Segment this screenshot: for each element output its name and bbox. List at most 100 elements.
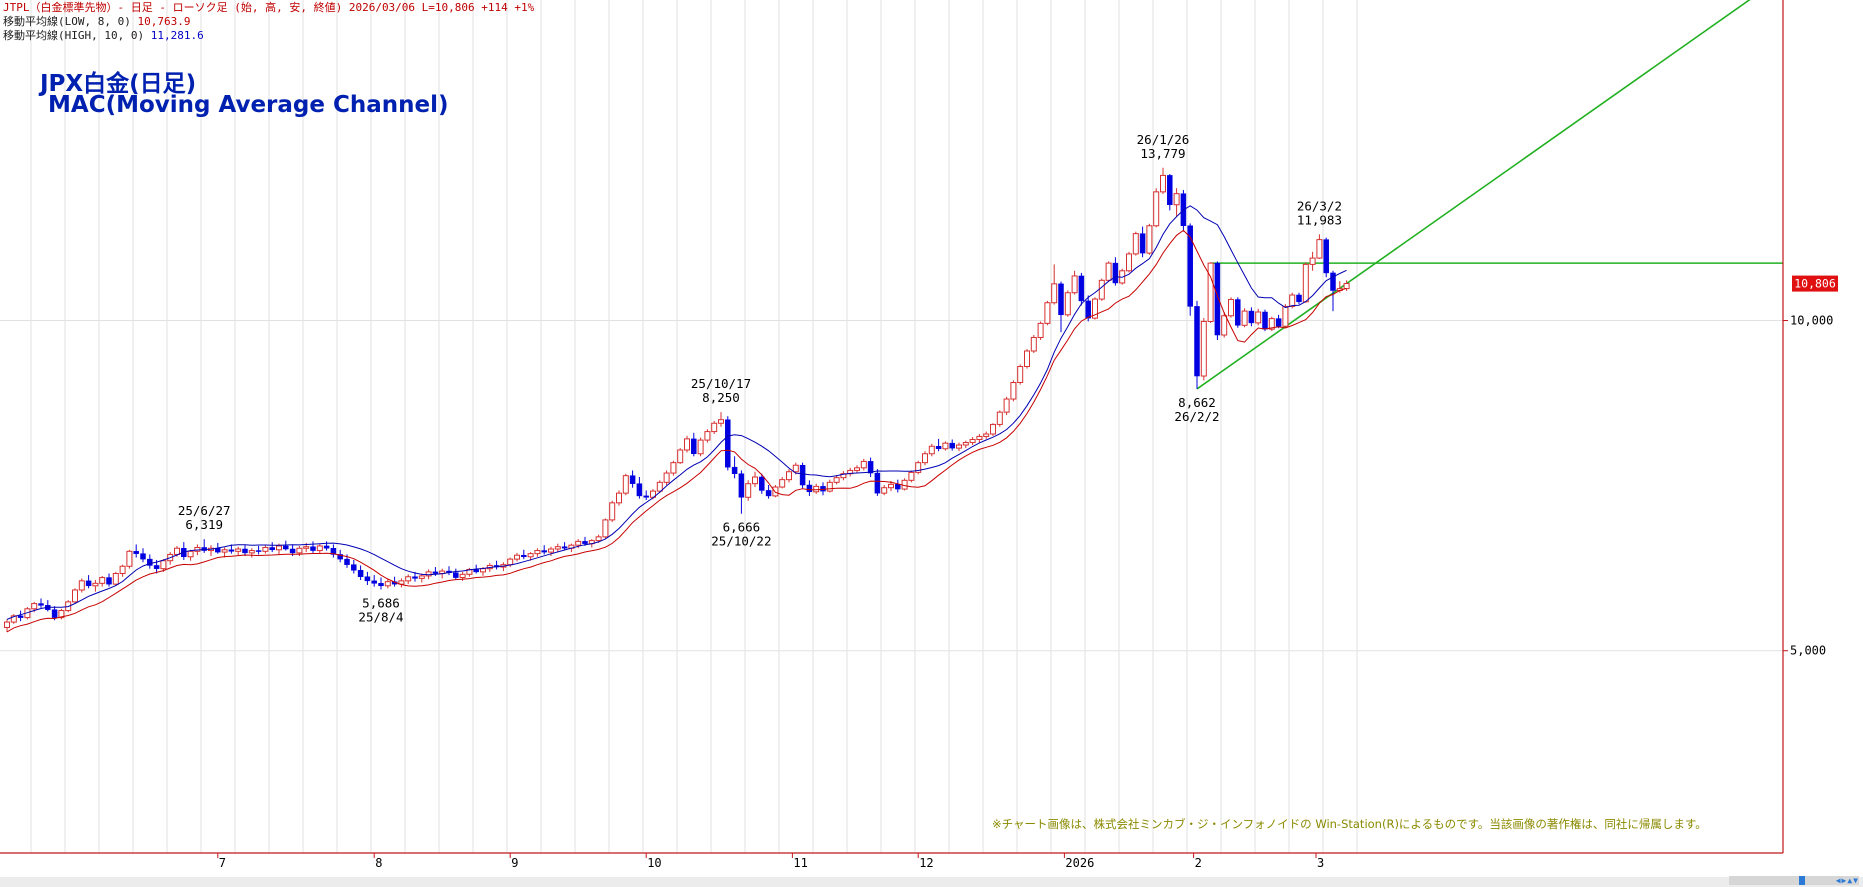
candle-bull — [1289, 294, 1296, 307]
candle-bear — [521, 554, 527, 558]
candle-bear — [323, 545, 330, 549]
candle-bull — [833, 477, 840, 483]
ma-low-value: 10,763.9 — [137, 15, 191, 28]
candle-bear — [935, 446, 942, 449]
candle-bear — [242, 548, 248, 554]
price-annotation: 11,983 — [1297, 212, 1342, 227]
candle-bull — [915, 462, 922, 473]
candle-bear — [289, 548, 296, 554]
candle-bull — [58, 610, 65, 619]
candle-bear — [215, 547, 221, 553]
scroll-buttons-icon[interactable]: ◀▶▲▼ — [1835, 876, 1859, 885]
candle-bull — [507, 558, 514, 566]
y-tick-label: 10,000 — [1790, 314, 1833, 328]
trendlines — [1196, 0, 1783, 390]
candle-bear — [1078, 275, 1085, 302]
candle-bull — [78, 580, 85, 591]
candle-bear — [351, 564, 357, 571]
candle-bull — [854, 467, 860, 471]
candle-bull — [1071, 275, 1078, 294]
candle-bull — [922, 453, 928, 464]
candle-bull — [1146, 225, 1153, 254]
candle-bull — [745, 483, 752, 498]
chart-scrollbar[interactable]: ◀▶▲▼ — [1729, 876, 1859, 885]
candle-bull — [1160, 174, 1166, 193]
candle-bear — [153, 565, 160, 569]
candle-bull — [1282, 305, 1289, 327]
candle-bear — [357, 570, 364, 577]
candle-bull — [1037, 322, 1044, 338]
candle-bear — [269, 547, 275, 551]
candle-bull — [1030, 336, 1037, 352]
candle-bull — [405, 576, 412, 582]
candle-bear — [725, 419, 731, 468]
candle-bull — [1051, 283, 1058, 304]
candle-bull — [1024, 350, 1030, 367]
candle-bear — [895, 484, 901, 490]
candle-bear — [453, 572, 459, 578]
ma-high-legend: 移動平均線(HIGH, 10, 0) 11,281.6 — [3, 29, 204, 43]
candle-bear — [765, 490, 772, 497]
price-annotation: 25/8/4 — [358, 609, 403, 624]
price-annotation: 8,250 — [702, 390, 740, 405]
candle-bear — [867, 461, 874, 474]
candle-bear — [147, 558, 153, 566]
candle-bear — [1235, 299, 1241, 326]
candle-bull — [514, 554, 520, 560]
candle-bear — [432, 571, 439, 574]
candle-bull — [840, 473, 847, 479]
candle-bull — [779, 479, 786, 488]
copyright-notice: ※チャート画像は、株式会社ミンカブ・ジ・インフォノイドの Win-Station… — [992, 817, 1707, 831]
price-annotation: 6,666 — [723, 520, 761, 535]
candle-bull — [1173, 193, 1180, 206]
candle-bull — [888, 483, 894, 489]
moving-averages — [6, 205, 1347, 633]
candle-bull — [1098, 279, 1105, 300]
price-annotation: 13,779 — [1140, 146, 1185, 161]
candle-bull — [969, 438, 976, 444]
candle-bull — [1105, 262, 1112, 281]
x-tick-label: 8 — [375, 856, 382, 870]
candle-bull — [480, 568, 486, 573]
candle-bull — [1126, 253, 1132, 272]
candle-bull — [983, 433, 990, 437]
candle-bull — [792, 464, 799, 473]
candle-bear — [1139, 233, 1146, 254]
candle-bull — [459, 573, 466, 579]
candle-bear — [1296, 294, 1302, 303]
candle-bull — [1010, 381, 1017, 400]
candle-bear — [133, 551, 139, 554]
candle-bear — [636, 483, 643, 497]
candle-bull — [1255, 311, 1262, 324]
candle-bull — [956, 444, 962, 449]
candle-bull — [1200, 320, 1207, 377]
scroll-thumb[interactable] — [1799, 876, 1805, 885]
candle-bull — [711, 422, 718, 433]
candle-bear — [473, 569, 479, 573]
x-tick-label: 9 — [511, 856, 518, 870]
candle-bear — [283, 545, 289, 550]
candle-bear — [1330, 272, 1336, 291]
candle-bull — [112, 572, 119, 585]
candle-bull — [860, 460, 867, 469]
candle-bull — [554, 546, 561, 550]
candle-bull — [881, 487, 888, 494]
candle-bull — [425, 571, 432, 577]
candle-bull — [697, 439, 704, 455]
candle-bear — [255, 550, 262, 552]
candle-bear — [643, 495, 649, 498]
candle-bear — [1112, 262, 1119, 284]
candle-bull — [1207, 262, 1214, 322]
candle-bear — [629, 475, 636, 484]
candle-bull — [813, 485, 820, 493]
candle-bull — [92, 582, 99, 587]
candle-bull — [1343, 283, 1350, 290]
candle-bull — [384, 581, 391, 587]
candle-bull — [1092, 298, 1098, 319]
candle-bear — [738, 473, 745, 498]
x-tick-label: 3 — [1317, 856, 1324, 870]
candle-bull — [1017, 365, 1024, 383]
candle-bull — [1221, 315, 1228, 336]
candle-bull — [1153, 191, 1160, 227]
